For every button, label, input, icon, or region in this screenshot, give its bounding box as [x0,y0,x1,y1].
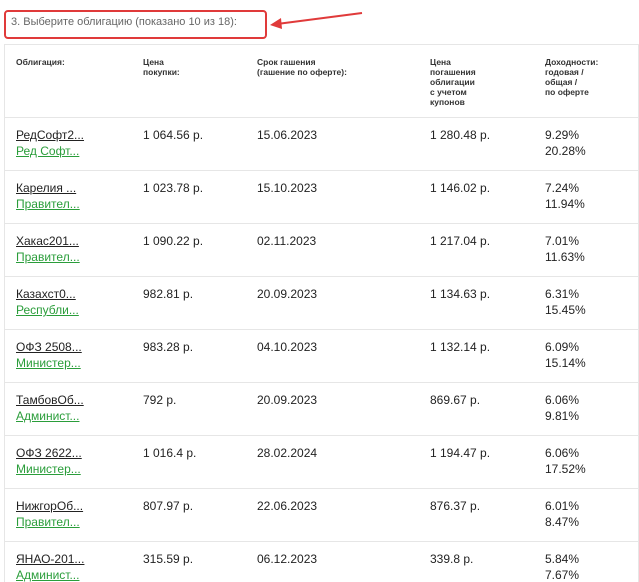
bond-name[interactable]: ТамбовОб... [16,393,84,407]
maturity-date: 28.02.2024 [257,446,318,460]
annual-yield: 6.01% [545,499,580,513]
annual-yield: 5.84% [545,552,580,566]
annual-yield: 7.01% [545,234,580,248]
issuer-name[interactable]: Министер... [16,462,81,476]
purchase-price: 315.59 р. [143,552,194,566]
annual-yield: 6.06% [545,446,580,460]
maturity-date: 22.06.2023 [257,499,318,513]
total-yield: 11.63% [545,250,585,264]
purchase-price: 1 090.22 р. [143,234,204,248]
bond-name[interactable]: НижгорОб... [16,499,84,513]
row-separator [4,170,639,171]
row-separator [4,488,639,489]
maturity-date: 04.10.2023 [257,340,318,354]
redemption-price: 339.8 р. [430,552,474,566]
row-separator [4,223,639,224]
section-title: 3. Выберите облигацию (показано 10 из 18… [11,16,237,28]
total-yield: 17.52% [545,462,586,476]
total-yield: 9.81% [545,409,580,423]
issuer-name[interactable]: Республи... [16,303,79,317]
maturity-date: 02.11.2023 [257,234,317,248]
total-yield: 15.45% [545,303,586,317]
highlight-box [4,10,267,39]
total-yield: 20.28% [545,144,586,158]
issuer-name[interactable]: Правител... [16,515,80,529]
column-header: Цена покупки: [143,57,180,77]
issuer-name[interactable]: Ред Софт... [16,144,80,158]
redemption-price: 1 134.63 р. [430,287,491,301]
row-separator [4,435,639,436]
issuer-name[interactable]: Админист... [16,568,80,582]
purchase-price: 983.28 р. [143,340,194,354]
issuer-name[interactable]: Правител... [16,250,80,264]
bond-name[interactable]: ОФЗ 2508... [16,340,82,354]
column-header: Облигация: [16,57,65,67]
redemption-price: 1 132.14 р. [430,340,491,354]
total-yield: 7.67% [545,568,580,582]
row-separator [4,329,639,330]
column-header: Срок гашения (гашение по оферте): [257,57,347,77]
bond-name[interactable]: Хакас201... [16,234,79,248]
total-yield: 11.94% [545,197,585,211]
issuer-name[interactable]: Админист... [16,409,80,423]
redemption-price: 1 217.04 р. [430,234,491,248]
bond-name[interactable]: ОФЗ 2622... [16,446,82,460]
row-separator [4,276,639,277]
row-separator [4,541,639,542]
annual-yield: 6.09% [545,340,580,354]
issuer-name[interactable]: Правител... [16,197,80,211]
separator [4,44,639,45]
maturity-date: 15.06.2023 [257,128,318,142]
column-header: Доходности: годовая / общая / по оферте [545,57,599,97]
issuer-name[interactable]: Министер... [16,356,81,370]
column-header: Цена погашения облигации с учетом купоно… [430,57,476,107]
purchase-price: 807.97 р. [143,499,194,513]
maturity-date: 15.10.2023 [257,181,318,195]
annual-yield: 6.06% [545,393,580,407]
purchase-price: 1 023.78 р. [143,181,204,195]
redemption-price: 1 194.47 р. [430,446,491,460]
maturity-date: 20.09.2023 [257,393,318,407]
bond-name[interactable]: Казахст0... [16,287,76,301]
redemption-price: 876.37 р. [430,499,481,513]
row-separator [4,117,639,118]
border [4,44,5,582]
arrow [270,12,363,29]
total-yield: 15.14% [545,356,586,370]
annual-yield: 9.29% [545,128,580,142]
annual-yield: 6.31% [545,287,580,301]
total-yield: 8.47% [545,515,580,529]
bond-name[interactable]: Карелия ... [16,181,77,195]
bond-name[interactable]: РедСофт2... [16,128,85,142]
purchase-price: 1 016.4 р. [143,446,197,460]
redemption-price: 869.67 р. [430,393,481,407]
annual-yield: 7.24% [545,181,580,195]
bond-name[interactable]: ЯНАО-201... [16,552,85,566]
purchase-price: 792 р. [143,393,177,407]
redemption-price: 1 146.02 р. [430,181,491,195]
maturity-date: 06.12.2023 [257,552,318,566]
redemption-price: 1 280.48 р. [430,128,491,142]
purchase-price: 982.81 р. [143,287,194,301]
purchase-price: 1 064.56 р. [143,128,204,142]
row-separator [4,382,639,383]
maturity-date: 20.09.2023 [257,287,318,301]
